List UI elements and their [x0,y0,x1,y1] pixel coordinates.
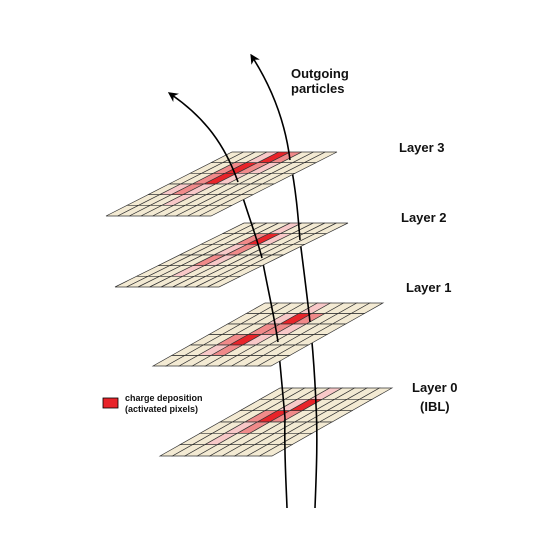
track-b-layer1-to-layer2 [299,239,311,323]
layer-0-plane [158,387,394,457]
outgoing-arrow-right [250,53,291,161]
legend-swatch [102,397,119,409]
layer-3-label: Layer 3 [399,140,445,155]
pixel [258,444,294,457]
layer-3-plane [105,151,338,217]
layer-1-label: Layer 1 [406,280,452,295]
outgoing-label-line2: particles [291,81,344,96]
layer-0-sub-label: (IBL) [420,399,450,414]
particle-tracks-middle [261,239,311,343]
layer-0-label: Layer 0 [412,380,458,395]
track-b-below-layer0 [314,404,318,509]
track-a-layer1-to-layer2 [261,257,279,343]
layer-1-plane [151,302,385,367]
outgoing-label-line1: Outgoing [291,66,349,81]
legend-line2: (activated pixels) [125,404,198,414]
pixel [207,275,241,288]
outgoing-particle-arrows [167,53,291,183]
track-a-below-layer0 [283,417,288,509]
layer-2-plane [114,222,349,288]
legend-line1: charge deposition [125,393,203,403]
pixel [256,355,292,367]
layer-2-label: Layer 2 [401,210,447,225]
pixel [199,204,233,217]
outgoing-arrow-left [167,92,239,183]
